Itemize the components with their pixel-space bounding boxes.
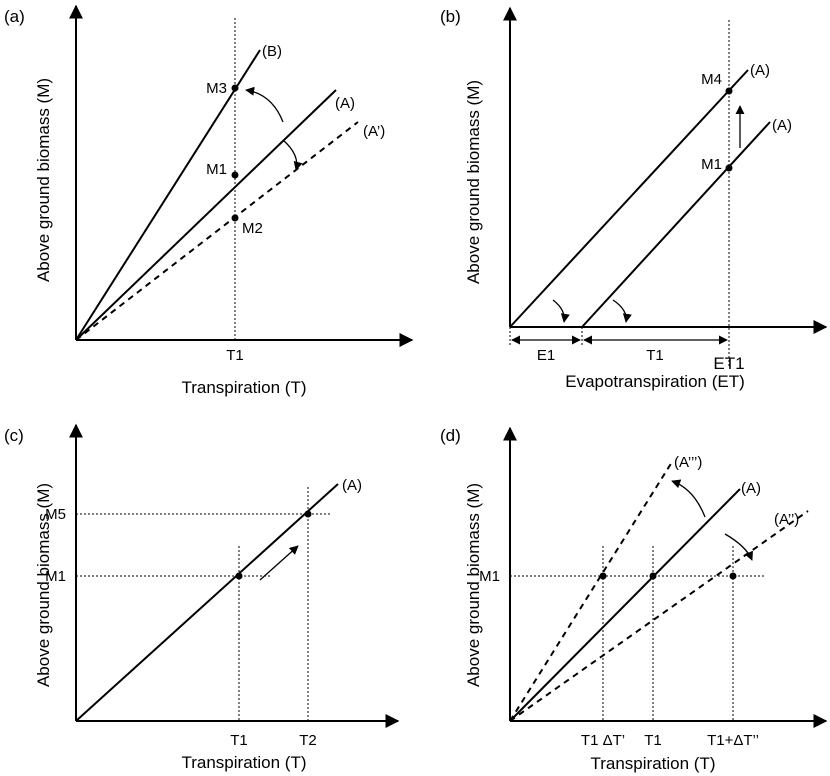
panel-d-point-right <box>729 572 737 580</box>
panel-a-tick-t1: T1 <box>226 347 244 364</box>
panel-d-line-a3 <box>509 461 673 722</box>
panel-a-arrow-down <box>282 139 303 171</box>
panel-a-point-m1 <box>231 171 239 179</box>
panel-b-angle-arrow-1 <box>552 299 570 323</box>
panel-c-point-m5 <box>304 510 312 518</box>
panel-c-point-m1 <box>235 572 243 580</box>
panel-a-label-m3: M3 <box>206 80 227 97</box>
panel-a-point-m3 <box>231 84 239 92</box>
panel-d-label-a: (A) <box>741 480 761 497</box>
panel-a-label-m1: M1 <box>206 161 227 178</box>
panel-c-label-a: (A) <box>342 477 362 494</box>
panel-d-tick-t1: T1 <box>644 732 662 749</box>
panel-d-label-a3: (A’’’) <box>674 454 702 471</box>
panel-b-point-m1 <box>725 164 733 172</box>
panel-d-point-m1 <box>649 572 657 580</box>
panel-c-arrow <box>259 545 299 581</box>
panel-a-line-a <box>75 89 337 341</box>
panel-a-label-b: (B) <box>262 43 282 60</box>
panel-d-arrow-up <box>671 479 706 518</box>
panel-b-label: (b) <box>440 7 461 26</box>
panel-c-line-a <box>75 483 339 722</box>
panel-d-tick-right: T1+ΔT’’ <box>707 732 759 749</box>
panel-d-label: (d) <box>440 426 461 445</box>
panel-a-point-m2 <box>231 214 239 222</box>
panel-d-x-axis-label: Transpiration (T) <box>590 754 715 773</box>
panel-a-y-axis-label: Above ground biomass (M) <box>34 78 53 282</box>
panel-b-line-a-upper <box>509 69 749 328</box>
panel-a: (a) Above ground biomass (M) (B) (A) (A’… <box>4 4 414 397</box>
panel-a-label-a-prime: (A’) <box>363 123 385 140</box>
panel-a-line-b <box>75 49 261 341</box>
panel-a-label-m2: M2 <box>242 220 263 237</box>
panel-d-point-left <box>599 572 607 580</box>
panel-d-label-m1: M1 <box>479 568 500 585</box>
panel-c-tick-t2: T2 <box>299 732 317 749</box>
panel-d-line-a <box>509 488 741 722</box>
panel-a-label: (a) <box>4 7 25 26</box>
panel-b-tick-et1: ET1 <box>713 354 744 373</box>
panel-b-label-t1: T1 <box>646 347 664 364</box>
panel-b-y-axis-label: Above ground biomass (M) <box>464 80 483 284</box>
panel-d-line-a2 <box>509 510 809 722</box>
panel-b-angle-arrow-2 <box>612 299 632 323</box>
panel-d-tick-left: T1 ΔT’ <box>581 732 625 749</box>
panel-b-line-a-lower <box>581 121 771 328</box>
panel-b-label-m1: M1 <box>701 156 722 173</box>
panel-b-label-a-upper: (A) <box>750 62 770 79</box>
panel-b-label-e1: E1 <box>537 347 555 364</box>
panel-c-label-m1: M1 <box>45 568 66 585</box>
panel-b: (b) Above ground biomass (M) (A) (A) M4 … <box>440 6 828 391</box>
panel-b-label-a-lower: (A) <box>772 117 792 134</box>
panel-a-line-a-prime <box>75 121 359 341</box>
panel-d-arrow-down <box>724 533 753 561</box>
panel-c-x-axis-label: Transpiration (T) <box>181 753 306 772</box>
panel-d-label-a2: (A’’) <box>774 511 799 528</box>
panel-c-label-m5: M5 <box>45 506 66 523</box>
panel-b-x-axis-label: Evapotranspiration (ET) <box>565 372 745 391</box>
panel-c-y-axis-label: Above ground biomass (M) <box>34 483 53 687</box>
panel-b-point-m4 <box>725 87 733 95</box>
panel-a-arrow-up <box>245 86 284 123</box>
panel-d-y-axis-label: Above ground biomass (M) <box>464 483 483 687</box>
panel-c-tick-t1: T1 <box>230 732 248 749</box>
panel-d: (d) Above ground biomass (M) (A’’’) (A) … <box>440 426 828 773</box>
panel-a-x-axis-label: Transpiration (T) <box>181 378 306 397</box>
panel-a-label-a: (A) <box>335 95 355 112</box>
panel-c: (c) Above ground biomass (M) (A) M5 M1 T… <box>4 423 400 772</box>
panel-c-label: (c) <box>4 426 24 445</box>
panel-b-label-m4: M4 <box>701 71 722 88</box>
